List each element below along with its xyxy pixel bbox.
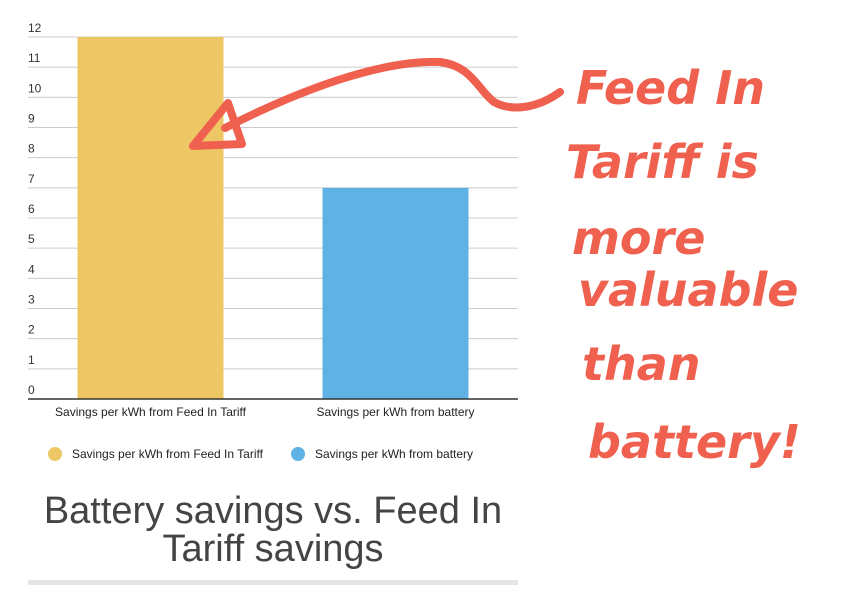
y-tick-label: 8 xyxy=(28,142,35,156)
bar xyxy=(322,187,469,399)
y-tick-label: 1 xyxy=(28,353,35,367)
legend-label: Savings per kWh from Feed In Tariff xyxy=(72,447,264,461)
annotation-line: Tariff is xyxy=(566,135,759,189)
x-category-label: Savings per kWh from Feed In Tariff xyxy=(55,405,247,419)
y-tick-label: 7 xyxy=(28,172,35,186)
legend-swatch xyxy=(291,447,305,461)
annotation-line: battery! xyxy=(588,415,801,469)
y-tick-label: 5 xyxy=(28,232,35,246)
y-tick-label: 2 xyxy=(28,323,35,337)
y-tick-label: 12 xyxy=(28,21,42,35)
chart-title: Battery savings vs. Feed In Tariff savin… xyxy=(43,490,503,570)
arrow-head xyxy=(189,99,246,150)
legend-swatch xyxy=(48,447,62,461)
bar xyxy=(77,37,224,399)
arrow-curve xyxy=(221,57,564,132)
annotation-line: valuable xyxy=(578,263,798,317)
y-tick-label: 6 xyxy=(28,202,35,216)
legend-label: Savings per kWh from battery xyxy=(315,447,473,461)
x-category-label: Savings per kWh from battery xyxy=(316,405,474,419)
annotation-line: Feed In xyxy=(576,61,765,115)
y-tick-label: 3 xyxy=(28,293,35,307)
annotation-line: than xyxy=(582,337,701,391)
annotation-line: more xyxy=(572,211,705,265)
y-tick-label: 0 xyxy=(28,383,35,397)
bars xyxy=(77,37,469,399)
y-tick-label: 9 xyxy=(28,112,35,126)
y-tick-label: 11 xyxy=(28,51,41,65)
y-tick-label: 10 xyxy=(28,81,42,95)
y-tick-label: 4 xyxy=(28,262,35,276)
category-labels: Savings per kWh from Feed In Tariff Savin… xyxy=(55,405,475,419)
legend: Savings per kWh from Feed In Tariff Savin… xyxy=(48,447,473,461)
bottom-rule xyxy=(28,580,518,585)
